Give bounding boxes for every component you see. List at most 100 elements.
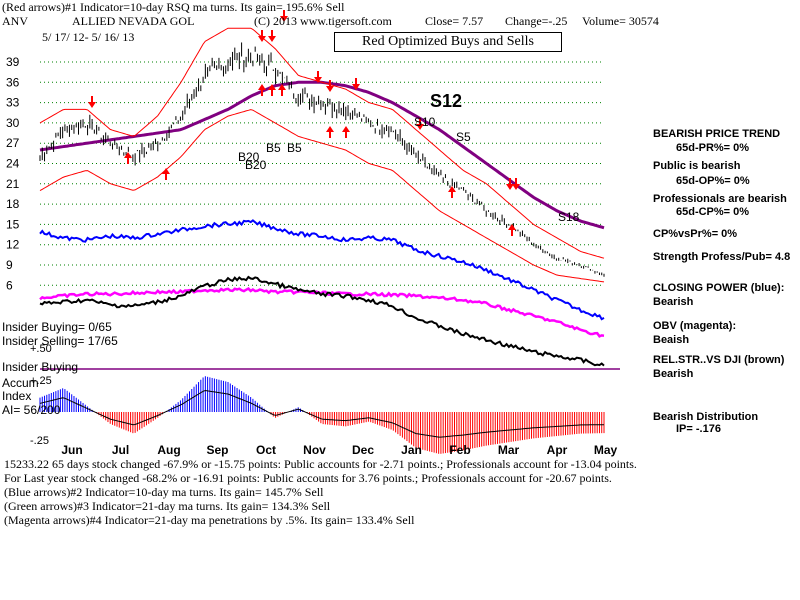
optimized-signals-title: Red Optimized Buys and Sells — [334, 32, 562, 52]
sell-arrow — [352, 78, 360, 90]
buy-arrow — [162, 168, 170, 180]
y-tick-label: 27 — [6, 136, 20, 150]
y-tick-label: 39 — [6, 55, 20, 69]
sell-arrow — [506, 178, 514, 190]
upper-band-line — [39, 27, 605, 259]
company-name: ALLIED NEVADA GOL — [72, 14, 195, 28]
signal-arrows — [88, 10, 520, 236]
cp-vs-pr: CP%vsPr%= 0% — [653, 228, 738, 240]
ip-value: IP= -.176 — [676, 423, 721, 435]
lower-band-line — [39, 109, 605, 283]
signal-b5-b: B5 — [287, 141, 302, 155]
relstr-line — [39, 275, 605, 367]
footer-line-4: (Green arrows)#3 Indicator=21-day ma tur… — [4, 499, 331, 513]
signal-s10: S10 — [414, 115, 436, 129]
y-tick-label: 6 — [6, 278, 13, 292]
x-tick-label: Apr — [547, 443, 568, 457]
pr-value: 65d-PR%= 0% — [676, 142, 750, 154]
price-gridlines — [40, 61, 604, 286]
y-tick-label: 9 — [6, 258, 13, 272]
date-range: 5/ 17/ 12- 5/ 16/ 13 — [42, 30, 135, 44]
public-title: Public is bearish — [653, 160, 741, 172]
buy-arrow — [268, 84, 276, 96]
sell-arrow — [88, 96, 96, 108]
signal-b20-b: B20 — [245, 158, 267, 172]
buy-arrow — [448, 186, 456, 198]
sell-arrow — [512, 178, 520, 190]
sell-arrow — [280, 10, 288, 22]
obv-line — [39, 287, 605, 338]
x-tick-label: Aug — [157, 443, 180, 457]
axis-labels: 39 36 33 30 27 24 21 18 15 12 9 6 Jun Jul Aug Sep Oct Nov… — [6, 55, 617, 457]
signal-s18: S18 — [558, 210, 580, 224]
change-value: Change=-.25 — [505, 14, 568, 28]
footer-line-5: (Magenta arrows)#4 Indicator=21-day ma p… — [4, 513, 415, 527]
buy-arrow — [258, 84, 266, 96]
footer-line-1: 15233.22 65 days stock changed -67.9% or… — [4, 457, 637, 471]
signal-s5: S5 — [456, 130, 471, 144]
x-tick-label: Dec — [352, 443, 374, 457]
x-tick-label: Sep — [206, 443, 228, 457]
ticker-symbol: ANV — [2, 14, 28, 28]
accum-tick-label: -.25 — [30, 435, 49, 447]
x-tick-label: Mar — [498, 443, 520, 457]
signal-s12: S12 — [430, 91, 463, 111]
y-tick-label: 21 — [6, 177, 20, 191]
y-tick-label: 36 — [6, 75, 20, 89]
strength-ratio: Strength Profess/Pub= 4.8 — [653, 251, 791, 263]
signal-b5-a: B5 — [266, 141, 281, 155]
buy-arrow — [342, 126, 350, 138]
accum-ma-line — [39, 389, 604, 438]
buy-arrow — [508, 224, 516, 236]
sell-arrow — [314, 71, 322, 83]
y-tick-label: 18 — [6, 197, 20, 211]
price-bars — [39, 42, 605, 277]
signal-b20-a: B20 — [238, 150, 260, 164]
buy-arrow — [278, 84, 286, 96]
obv-label: OBV (magenta): — [653, 320, 737, 332]
band-lines — [39, 27, 605, 283]
closing-power-state: Bearish — [653, 296, 694, 308]
x-tick-label: Jan — [401, 443, 422, 457]
close-value: Close= 7.57 — [425, 14, 484, 28]
sell-arrow — [416, 118, 424, 130]
insider-selling-count: Insider Selling= 17/65 — [2, 334, 118, 348]
insider-buying-label: Insider Buying — [2, 360, 79, 374]
trend-title: BEARISH PRICE TREND — [653, 128, 781, 140]
index-label: Index — [2, 389, 32, 403]
buy-arrow — [124, 152, 132, 164]
professionals-title: Professionals are bearish — [653, 193, 787, 205]
distribution-title: Bearish Distribution — [653, 411, 759, 423]
accum-tick-label: +.25 — [30, 375, 52, 387]
header-line-1: (Red arrows)#1 Indicator=10-day RSQ ma t… — [2, 0, 345, 14]
insider-buying-count: Insider Buying= 0/65 — [2, 320, 112, 334]
sell-arrow — [268, 30, 276, 42]
x-tick-label: Jun — [61, 443, 82, 457]
y-tick-label: 12 — [6, 238, 20, 252]
x-tick-label: May — [594, 443, 618, 457]
y-tick-label: 15 — [6, 217, 20, 231]
x-tick-label: Feb — [449, 443, 470, 457]
indicator-lines — [39, 219, 620, 370]
closing-power-line — [39, 219, 605, 321]
sell-arrow — [258, 30, 266, 42]
op-value: 65d-OP%= 0% — [676, 175, 750, 187]
volume-value: Volume= 30574 — [582, 14, 659, 28]
cp-value: 65d-CP%= 0% — [676, 206, 750, 218]
closing-power-label: CLOSING POWER (blue): — [653, 282, 785, 294]
copyright-text: (C) 2013 www.tigersoft.com — [254, 14, 392, 28]
obv-state: Beaish — [653, 334, 690, 346]
buy-arrow — [326, 126, 334, 138]
y-tick-label: 24 — [6, 157, 20, 171]
accum-tick-label: +.50 — [30, 343, 52, 355]
y-tick-label: 30 — [6, 116, 20, 130]
ai-value: AI= 56/200 — [2, 403, 61, 417]
x-tick-label: Oct — [256, 443, 276, 457]
relstr-state: Bearish — [653, 368, 694, 380]
accum-label: Accum — [2, 376, 39, 390]
footer-line-2: For Last year stock changed -68.2% or -1… — [4, 471, 612, 485]
ma-65-line — [39, 80, 605, 230]
y-tick-label: 33 — [6, 96, 20, 110]
